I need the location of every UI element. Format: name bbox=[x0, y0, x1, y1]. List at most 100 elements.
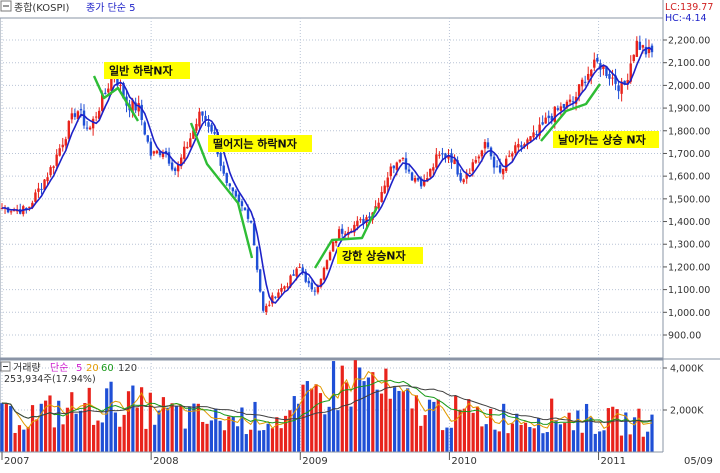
volume-bar bbox=[554, 420, 558, 452]
candle-body bbox=[152, 151, 156, 154]
candle-body bbox=[146, 135, 149, 142]
volume-bar bbox=[65, 407, 70, 452]
candle-body bbox=[511, 153, 514, 157]
volume-bar bbox=[144, 428, 148, 452]
volume-bar bbox=[70, 392, 74, 452]
volume-bar bbox=[589, 417, 593, 452]
candle-body bbox=[413, 178, 417, 182]
candle-body bbox=[289, 275, 292, 287]
lc-readout: LC:139.77 bbox=[665, 2, 713, 13]
candle-body bbox=[620, 81, 623, 94]
volume-bar bbox=[462, 408, 467, 452]
candle-body bbox=[183, 146, 186, 159]
volume-bar bbox=[488, 408, 493, 452]
volume-bar bbox=[576, 410, 580, 452]
volume-bar bbox=[283, 415, 288, 452]
candle-body bbox=[334, 239, 338, 244]
volume-tick-label: 2,000K bbox=[670, 406, 704, 417]
x-tick-label: 2010 bbox=[451, 456, 476, 467]
candle-body bbox=[73, 113, 77, 117]
candle-body bbox=[538, 124, 541, 136]
volume-bar bbox=[314, 384, 318, 452]
candle-body bbox=[265, 305, 268, 313]
volume-bar bbox=[371, 372, 375, 452]
candle-body bbox=[541, 122, 544, 125]
candle-body bbox=[450, 153, 453, 163]
annotation-label: 일반 하락N자 bbox=[109, 64, 174, 78]
candle-body bbox=[444, 153, 447, 158]
volume-bar bbox=[353, 360, 357, 452]
x-tick-label: 2011 bbox=[601, 456, 626, 467]
volume-bar bbox=[327, 406, 331, 452]
candle-body bbox=[432, 167, 435, 171]
volume-ma-label: 단순 bbox=[50, 362, 68, 374]
x-axis: 2007 2008 2009 2010 2011 05/09 bbox=[1, 452, 713, 467]
volume-bar bbox=[262, 430, 266, 452]
candle-body bbox=[204, 115, 207, 121]
volume-bar bbox=[270, 428, 275, 452]
candle-body bbox=[553, 106, 557, 122]
volume-ma60-line bbox=[1, 379, 653, 425]
candle-body bbox=[489, 147, 493, 157]
volume-bar bbox=[362, 381, 366, 452]
candle-body bbox=[535, 133, 538, 135]
candle-body bbox=[641, 45, 645, 48]
volume-bar bbox=[393, 386, 397, 452]
candle-body bbox=[313, 290, 317, 292]
volume-bar bbox=[528, 426, 532, 452]
candle-body bbox=[280, 288, 283, 292]
annotation-label: 강한 상승N자 bbox=[342, 249, 407, 263]
candle-body bbox=[517, 143, 520, 148]
candle-body bbox=[277, 292, 280, 298]
volume-bar bbox=[218, 420, 222, 452]
x-axis-bg bbox=[0, 452, 720, 469]
candle-body bbox=[505, 158, 508, 171]
candle-body bbox=[149, 141, 153, 156]
volume-bar bbox=[532, 428, 536, 452]
candle-body bbox=[623, 80, 626, 85]
price-tick-label: 2,000.00 bbox=[668, 81, 710, 92]
volume-bar bbox=[205, 423, 209, 452]
volume-bar bbox=[323, 414, 327, 452]
volume-bar bbox=[157, 410, 161, 452]
candle-body bbox=[192, 130, 195, 139]
volume-bar bbox=[584, 403, 589, 452]
candle-body bbox=[243, 207, 247, 211]
volume-bar bbox=[126, 391, 131, 452]
volume-bar bbox=[615, 409, 619, 452]
candle-body bbox=[328, 252, 332, 261]
volume-bar bbox=[401, 391, 405, 452]
volume-bar bbox=[174, 405, 179, 452]
volume-y-axis: 4,000K 2,000K bbox=[663, 364, 704, 417]
candle-body bbox=[429, 168, 432, 177]
candle-body bbox=[119, 84, 122, 87]
candle-body bbox=[213, 132, 216, 134]
candle-body bbox=[398, 159, 402, 162]
candle-body bbox=[131, 100, 134, 113]
candle-body bbox=[319, 278, 323, 287]
candle-body bbox=[155, 150, 159, 154]
candle-body bbox=[629, 63, 632, 82]
candle-body bbox=[495, 166, 499, 168]
candle-body bbox=[31, 202, 34, 208]
price-tick-label: 1,500.00 bbox=[668, 194, 710, 205]
volume-bar bbox=[48, 395, 52, 452]
candle-body bbox=[82, 110, 86, 126]
candle-body bbox=[477, 156, 481, 159]
volume-bar bbox=[153, 424, 157, 452]
volume-bar bbox=[458, 409, 462, 452]
candle-body bbox=[52, 166, 55, 168]
volume-bar bbox=[61, 424, 65, 452]
candle-body bbox=[198, 111, 201, 127]
volume-bar bbox=[480, 426, 484, 452]
volume-bar bbox=[541, 433, 545, 452]
candle-body bbox=[104, 92, 107, 94]
volume-bar bbox=[244, 434, 248, 452]
price-axis-bg bbox=[663, 0, 720, 469]
candle-body bbox=[483, 142, 487, 149]
volume-bar bbox=[410, 408, 414, 452]
candle-body bbox=[268, 304, 271, 306]
candle-body bbox=[207, 122, 210, 127]
